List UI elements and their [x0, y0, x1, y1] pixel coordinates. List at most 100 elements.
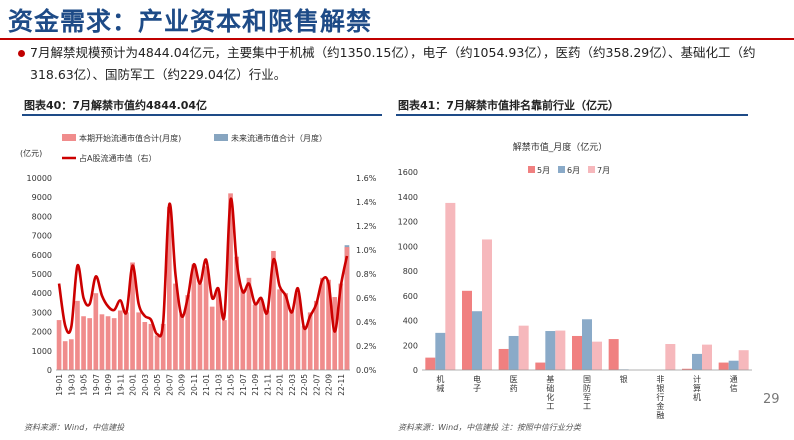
x-tick-label: 22-09 — [325, 374, 334, 396]
bar-this-21-01 — [203, 266, 209, 370]
y-tick-label: 1400 — [398, 193, 418, 202]
y-tick-label: 1000 — [32, 347, 52, 356]
y-tick-label: 800 — [403, 267, 418, 276]
bar-this-22-02 — [283, 293, 289, 370]
category-label: 计算机 — [693, 374, 701, 402]
x-tick-label: 22-01 — [276, 374, 285, 396]
x-tick-label: 22-05 — [300, 374, 309, 396]
bar-this-21-11 — [264, 310, 270, 370]
bar-this-20-01 — [130, 262, 135, 370]
x-tick-label: 20-03 — [141, 374, 150, 396]
y2-tick-label: 1.0% — [356, 246, 377, 255]
bar-this-21-04 — [222, 320, 227, 370]
category-label: 通信 — [730, 374, 738, 393]
category-label: 基础化工 — [546, 374, 554, 411]
y2-tick-label: 0.0% — [356, 366, 377, 375]
page-number: 29 — [763, 392, 780, 407]
summary-paragraph: 7月解禁规模预计为4844.04亿元，主要集中于机械（约1350.15亿），电子… — [16, 42, 786, 86]
left-figure-source: 资料来源：Wind，中信建投 — [24, 423, 125, 432]
x-tick-label: 21-09 — [251, 374, 260, 396]
bar-7月-机械 — [445, 202, 456, 370]
bar-this-21-05 — [228, 193, 233, 370]
x-tick-label: 21-11 — [263, 374, 272, 396]
legend-swatch-0 — [528, 166, 535, 173]
bar-this-19-05 — [81, 316, 86, 370]
bar-this-19-03 — [68, 339, 74, 370]
x-tick-label: 19-01 — [55, 374, 64, 396]
right-figure-title: 图表41：7月解禁市值排名靠前行业（亿元） — [398, 99, 619, 112]
bar-7月-非银行金融 — [665, 344, 676, 370]
category-label: 国防军工 — [583, 375, 591, 411]
x-tick-label: 22-11 — [337, 374, 346, 396]
bar-6月-通信 — [728, 360, 739, 370]
legend-label-2: 7月 — [597, 166, 610, 175]
y-tick-label: 1200 — [398, 218, 418, 227]
x-tick-label: 21-01 — [202, 374, 211, 396]
y-tick-label: 9000 — [32, 193, 52, 202]
bar-this-22-03 — [289, 310, 295, 370]
summary-text: 7月解禁规模预计为4844.04亿元，主要集中于机械（约1350.15亿），电子… — [30, 45, 756, 82]
bar-this-21-08 — [246, 277, 252, 370]
bar-5月-电子 — [462, 290, 472, 370]
bar-6月-计算机 — [692, 353, 702, 370]
bar-7月-通信 — [738, 350, 749, 370]
legend-bar-future-label: 未来流通市值合计（月度） — [231, 133, 327, 143]
right-chart: 解禁市值_月度（亿元） 5月 6月 7月 0 200 400 600 800 1000 1200 14… — [398, 141, 752, 420]
x-tick-label: 21-05 — [227, 374, 236, 396]
category-label: 机械 — [436, 374, 444, 393]
y2-tick-label: 0.4% — [356, 318, 377, 327]
bar-this-19-06 — [87, 318, 93, 370]
bar-7月-电子 — [482, 239, 492, 370]
bar-this-22-07 — [313, 300, 319, 370]
bar-5月-国防军工 — [572, 335, 582, 370]
bar-this-20-02 — [136, 312, 142, 370]
legend-label-1: 6月 — [567, 166, 580, 175]
legend-bar-this-label: 本期开始流通市值合计(月度) — [79, 133, 181, 143]
bar-this-22-05 — [301, 325, 307, 370]
y-tick-label: 600 — [403, 292, 418, 301]
y-tick-label: 7000 — [32, 232, 52, 241]
bar-this-19-08 — [99, 314, 105, 370]
bar-this-overlay-22-12 — [344, 247, 350, 370]
bar-5月-通信 — [718, 362, 729, 370]
bar-this-22-09 — [326, 279, 331, 370]
category-label: 银 — [620, 374, 628, 384]
y-tick-label: 1000 — [398, 242, 418, 251]
bar-7月-国防军工 — [592, 341, 602, 370]
x-tick-label: 19-09 — [104, 374, 113, 396]
y2-tick-label: 0.8% — [356, 270, 377, 279]
bar-this-19-11 — [117, 310, 123, 370]
bar-7月-医药 — [518, 325, 529, 370]
category-label: 电子 — [473, 374, 481, 393]
bar-this-20-06 — [160, 323, 166, 370]
bar-6月-机械 — [435, 332, 446, 370]
bar-this-20-04 — [148, 323, 154, 370]
bar-this-21-06 — [234, 256, 240, 370]
x-tick-label: 19-05 — [80, 374, 89, 396]
legend-swatch-2 — [588, 166, 595, 173]
bar-this-21-10 — [258, 298, 264, 370]
y-tick-label: 10000 — [27, 174, 52, 183]
bar-this-19-02 — [62, 341, 68, 370]
y2-tick-label: 1.6% — [356, 174, 377, 183]
bar-6月-基础化工 — [545, 331, 556, 370]
bar-this-20-05 — [154, 335, 160, 370]
bullet-dot-icon — [18, 50, 25, 57]
bar-this-19-01 — [56, 320, 62, 370]
right-figure-rule — [396, 114, 748, 116]
bar-this-22-04 — [295, 293, 301, 370]
bar-this-20-12 — [197, 283, 203, 370]
line-share-of-a-shares — [57, 197, 349, 338]
bar-7月-计算机 — [702, 344, 712, 370]
legend-bar-future-swatch — [214, 134, 228, 141]
bar-6月-电子 — [472, 311, 482, 370]
x-tick-label: 22-03 — [288, 374, 297, 396]
category-label: 医药 — [510, 375, 518, 393]
x-tick-label: 20-11 — [190, 374, 199, 396]
bar-this-19-10 — [111, 318, 117, 370]
bar-this-21-07 — [240, 289, 246, 370]
bar-5月-医药 — [498, 348, 509, 370]
x-tick-label: 21-07 — [239, 374, 248, 396]
x-tick-label: 19-03 — [67, 374, 76, 396]
bar-5月-机械 — [425, 357, 436, 370]
